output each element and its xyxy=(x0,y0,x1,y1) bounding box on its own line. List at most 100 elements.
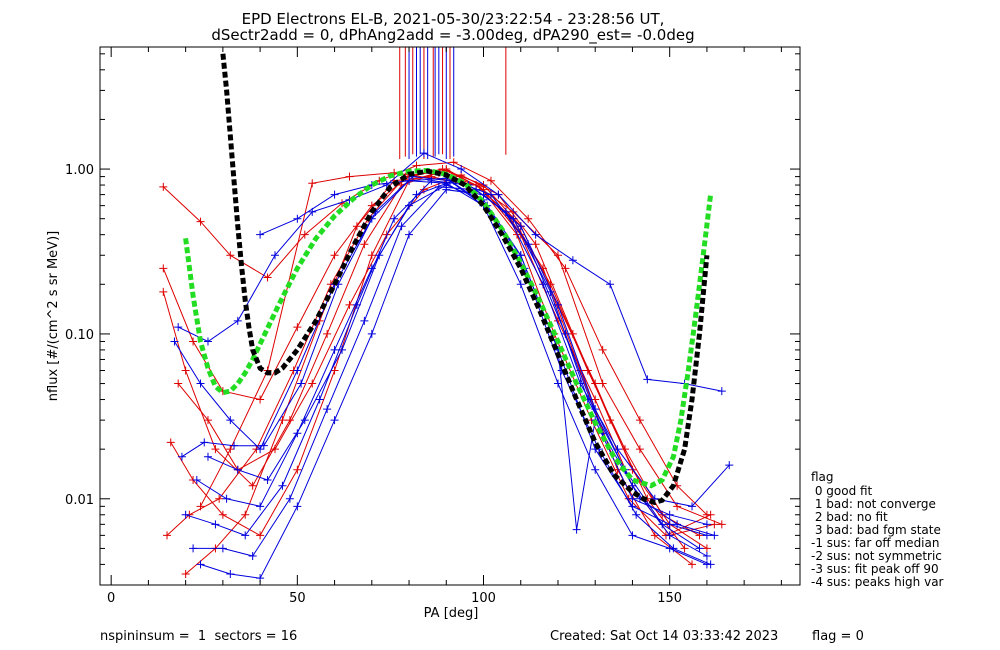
series-9-point-11 xyxy=(553,379,562,388)
series-12-point-0 xyxy=(189,544,198,553)
series-5-point-10 xyxy=(531,240,540,249)
series-3-point-0 xyxy=(166,438,175,447)
series-1-point-1 xyxy=(189,337,198,346)
series-15-point-0 xyxy=(192,476,201,485)
series-0-point-9 xyxy=(486,176,495,185)
series-12-point-9 xyxy=(509,214,518,223)
series-14-point-9 xyxy=(524,240,533,249)
series-8-point-2 xyxy=(233,316,242,325)
series-5-point-4 xyxy=(308,379,317,388)
series-10-point-3 xyxy=(259,441,268,450)
series-14-point-14 xyxy=(710,531,719,540)
series-8-point-0 xyxy=(174,323,183,332)
series-6-point-13 xyxy=(650,531,659,540)
series-0-point-7 xyxy=(412,161,421,170)
series-1-point-3 xyxy=(256,395,265,404)
series-9-point-4 xyxy=(293,366,302,375)
y-tick-label-0: 0.01 xyxy=(65,493,94,508)
data-series xyxy=(159,149,734,583)
legend-title: flag xyxy=(811,470,834,484)
series-13-point-11 xyxy=(591,405,600,414)
series-16-point-2 xyxy=(330,190,339,199)
series-13-point-10 xyxy=(553,300,562,309)
series-11-point-4 xyxy=(315,395,324,404)
series-6-point-2 xyxy=(241,510,250,519)
series-10-point-2 xyxy=(230,441,239,450)
series-15-point-14 xyxy=(702,531,711,540)
series-8-point-13 xyxy=(643,375,652,384)
series-15-point-3 xyxy=(293,429,302,438)
series-3-point-4 xyxy=(293,465,302,474)
series-5-point-1 xyxy=(203,416,212,425)
series-8-point-3 xyxy=(271,251,279,260)
series-0-point-10 xyxy=(524,214,533,223)
series-16-point-12 xyxy=(665,510,674,519)
series-4-point-2 xyxy=(215,494,224,503)
series-11-point-0 xyxy=(181,510,190,519)
series-9-point-12 xyxy=(591,465,600,474)
x-axis-label: PA [deg] xyxy=(424,606,479,621)
series-1-point-4 xyxy=(293,323,302,332)
legend-entry-7: -4 sus: peaks high var xyxy=(811,575,944,589)
legend-entry-4: -1 sus: far off median xyxy=(811,536,939,550)
plot-frame xyxy=(99,46,801,586)
series-2-point-6 xyxy=(360,240,369,249)
series-11-point-1 xyxy=(211,520,220,529)
series-12-point-1 xyxy=(218,544,227,553)
series-10-point-4 xyxy=(297,379,306,388)
series-2-point-1 xyxy=(181,366,190,375)
legend-entry-2: 2 bad: no fit xyxy=(811,510,888,524)
series-12-point-14 xyxy=(695,544,704,553)
series-7-point-11 xyxy=(635,445,644,454)
series-13-point-6 xyxy=(405,230,414,239)
series-0-point-8 xyxy=(449,158,458,167)
series-0-point-13 xyxy=(635,416,644,425)
series-9-point-3 xyxy=(256,445,265,454)
series-12-point-2 xyxy=(248,551,257,560)
series-11-point-14 xyxy=(688,502,697,511)
series-14-point-8 xyxy=(486,190,495,199)
series-13-point-0 xyxy=(196,560,205,569)
series-line-2 xyxy=(162,172,700,536)
series-9-point-13 xyxy=(628,531,637,540)
series-16-point-9 xyxy=(572,525,581,534)
series-8-point-11 xyxy=(568,256,577,265)
series-13-point-5 xyxy=(367,329,376,338)
series-10-point-14 xyxy=(669,544,678,553)
series-5-point-11 xyxy=(568,329,577,338)
series-15-point-12 xyxy=(628,502,637,511)
series-9-point-1 xyxy=(196,379,205,388)
series-11-point-7 xyxy=(427,176,436,185)
series-7-point-9 xyxy=(553,251,562,260)
series-12-point-6 xyxy=(397,222,406,231)
series-5-point-14 xyxy=(680,544,689,553)
series-line-9 xyxy=(174,177,708,565)
series-7-point-3 xyxy=(308,179,317,188)
series-13-point-1 xyxy=(226,569,235,578)
series-6-point-3 xyxy=(278,416,287,425)
series-2-point-5 xyxy=(323,329,332,338)
series-3-point-5 xyxy=(330,366,339,375)
series-13-point-14 xyxy=(702,551,711,560)
series-16-point-4 xyxy=(405,176,414,185)
series-0-point-1 xyxy=(196,217,205,226)
series-11-point-6 xyxy=(390,214,399,223)
series-6-point-0 xyxy=(181,569,190,578)
axes: 0 50 100 150 0.01 0.10 1.00 xyxy=(65,47,800,606)
footer-spin-info: nspininsum = 1 sectors = 16 xyxy=(100,629,297,644)
series-16-point-0 xyxy=(256,230,265,239)
series-3-point-3 xyxy=(256,531,265,540)
series-8-point-10 xyxy=(531,230,540,239)
chart-title-line2: dSectr2add = 0, dPhAng2add = -3.00deg, d… xyxy=(211,26,694,45)
series-line-7 xyxy=(200,172,722,525)
series-14-point-2 xyxy=(263,476,272,485)
series-line-16 xyxy=(259,180,708,530)
series-16-point-1 xyxy=(293,214,302,223)
series-11-point-2 xyxy=(241,531,250,540)
series-0-point-4 xyxy=(300,230,309,239)
flag-legend: flag 0 good fit 1 bad: not converge 2 ba… xyxy=(811,470,944,589)
series-12-point-4 xyxy=(323,405,332,414)
series-4-point-15 xyxy=(706,510,715,519)
series-9-point-0 xyxy=(170,337,179,346)
